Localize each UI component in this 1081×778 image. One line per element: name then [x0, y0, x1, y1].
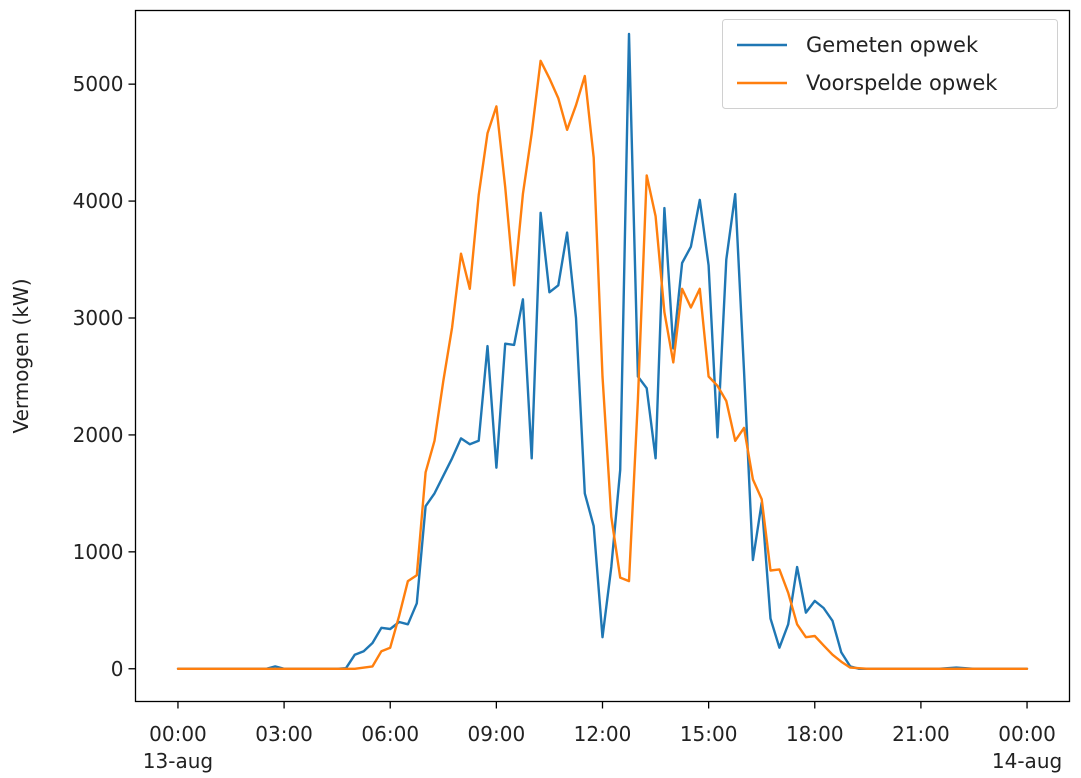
x-tick-label: 00:00: [149, 722, 207, 746]
x-tick-label: 06:00: [361, 722, 419, 746]
y-tick-label: 0: [111, 657, 124, 681]
legend-label-forecast: Voorspelde opwek: [806, 71, 998, 95]
series-line-measured: [176, 32, 1029, 670]
x-axis: 00:00 13-aug 03:00 06:00 09:00 12:00 15:00 18:0…: [143, 701, 1062, 773]
x-tick-label: 03:00: [255, 722, 313, 746]
x-tick-date-label: 13-aug: [143, 749, 213, 773]
y-tick-label: 3000: [73, 306, 124, 330]
x-tick-label: 21:00: [892, 722, 950, 746]
y-tick-label: 5000: [73, 72, 124, 96]
y-axis: 0 1000 2000 3000 4000 5000: [73, 72, 136, 681]
x-tick-label: 15:00: [680, 722, 738, 746]
legend: Gemeten opwek Voorspelde opwek: [722, 19, 1058, 109]
y-axis-label: Vermogen (kW): [9, 278, 33, 433]
x-tick-label: 18:00: [786, 722, 844, 746]
x-tick-label: 09:00: [468, 722, 526, 746]
x-tick-label: 12:00: [574, 722, 632, 746]
y-tick-label: 2000: [73, 423, 124, 447]
x-tick-date-label: 14-aug: [992, 749, 1062, 773]
plot-lines: [176, 32, 1029, 670]
legend-box: [722, 19, 1058, 109]
x-tick-label: 00:00: [998, 722, 1056, 746]
legend-label-measured: Gemeten opwek: [806, 33, 979, 57]
series-line-forecast: [176, 59, 1029, 670]
y-tick-label: 4000: [73, 189, 124, 213]
y-tick-label: 1000: [73, 540, 124, 564]
